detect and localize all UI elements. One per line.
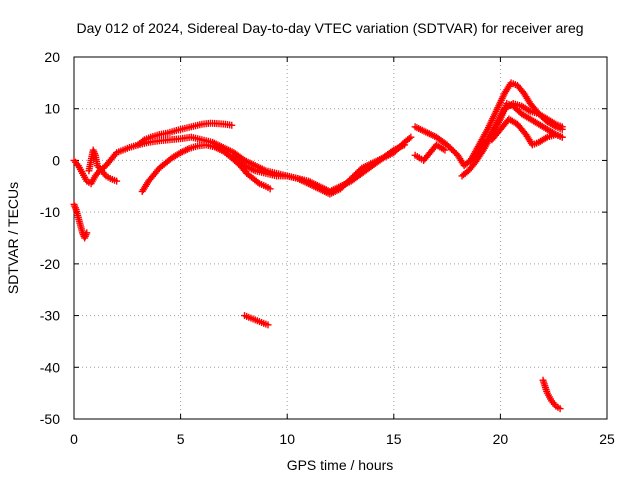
x-tick-label: 25 (599, 431, 615, 447)
x-axis-label: GPS time / hours (287, 457, 394, 473)
data-point (266, 185, 274, 193)
chart-title: Day 012 of 2024, Sidereal Day-to-day VTE… (76, 20, 583, 36)
data-point (113, 177, 121, 185)
data-point (228, 121, 236, 129)
y-tick-label: 20 (44, 49, 60, 65)
data-point (556, 405, 564, 413)
y-axis-label: SDTVAR / TECUs (5, 182, 21, 294)
y-tick-label: 0 (52, 152, 60, 168)
data-points (70, 79, 566, 413)
plot-frame (73, 56, 608, 420)
data-point-dense (405, 134, 413, 142)
x-tick-label: 5 (177, 431, 185, 447)
x-tick-label: 0 (70, 431, 78, 447)
data-point (83, 229, 91, 237)
data-point (558, 125, 566, 133)
y-tick-label: 10 (44, 101, 60, 117)
data-point (407, 133, 415, 141)
data-point (558, 133, 566, 141)
y-tick-label: -50 (40, 411, 60, 427)
data-point (441, 146, 449, 154)
y-tick-label: -20 (40, 256, 60, 272)
y-tick-label: -30 (40, 308, 60, 324)
x-axis-ticks: 0 5 10 15 20 25 (70, 57, 615, 447)
x-tick-label: 20 (493, 431, 509, 447)
y-tick-label: -40 (40, 359, 60, 375)
data-point (264, 321, 272, 329)
data-point-dense (254, 178, 262, 186)
x-tick-label: 15 (386, 431, 402, 447)
y-axis-ticks: 20 10 0 -10 -20 -30 -40 -50 (40, 49, 607, 427)
y-tick-label: -10 (40, 204, 60, 220)
x-tick-label: 10 (279, 431, 295, 447)
